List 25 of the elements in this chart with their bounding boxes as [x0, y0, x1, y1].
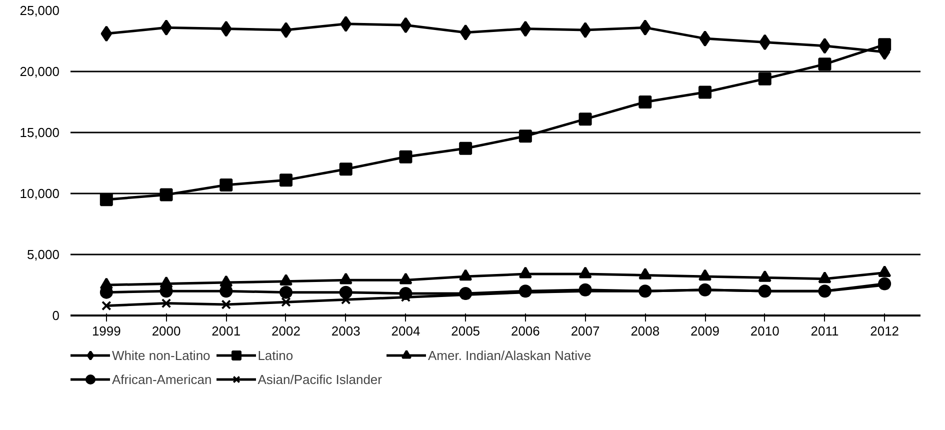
legend-label: Latino	[258, 348, 294, 362]
x-tick-label: 2001	[212, 324, 241, 338]
x-tick-label: 2004	[391, 324, 420, 338]
x-tick-label: 1999	[92, 324, 121, 338]
y-tick-label: 0	[52, 308, 60, 323]
x-tick-label: 2006	[510, 324, 540, 338]
x-tick-label: 2009	[690, 324, 720, 338]
x-tick-label: 2003	[331, 324, 360, 338]
x-tick-label: 2011	[810, 324, 839, 338]
legend-label: African-American	[112, 372, 212, 386]
y-tick-label: 20,000	[20, 64, 60, 79]
legend-label: White non-Latino	[112, 348, 210, 362]
x-tick-label: 2005	[451, 324, 480, 338]
x-tick-label: 2010	[750, 324, 780, 338]
x-tick-label: 2007	[570, 324, 600, 338]
y-tick-label: 25,000	[20, 3, 60, 18]
x-tick-label: 2000	[152, 324, 181, 338]
x-tick-label: 2012	[870, 324, 900, 338]
legend-label: Amer. Indian/Alaskan Native	[428, 348, 592, 362]
y-tick-label: 15,000	[20, 125, 60, 140]
y-tick-label: 10,000	[20, 186, 60, 201]
legend-label: Asian/Pacific Islander	[258, 372, 382, 386]
x-tick-label: 2008	[630, 324, 660, 338]
y-tick-label: 5,000	[26, 247, 60, 262]
x-tick-label: 2002	[272, 324, 300, 338]
